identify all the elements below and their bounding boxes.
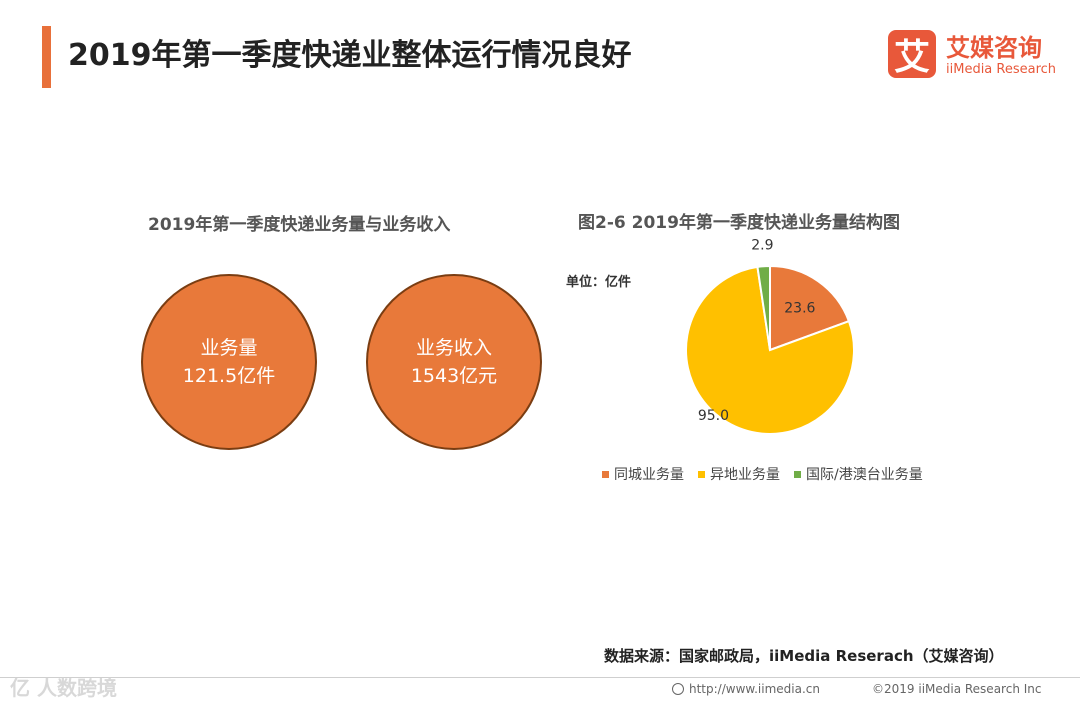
footer-url[interactable]: http://www.iimedia.cn [672, 682, 820, 696]
legend-swatch-local [602, 470, 609, 478]
footer-copyright: ©2019 iiMedia Research Inc [872, 682, 1042, 696]
pie-unit-label: 单位：亿件 [566, 275, 632, 290]
business-volume-label: 业务量 [200, 337, 258, 359]
business-revenue-label: 业务收入 [415, 337, 492, 359]
watermark: 亿 人数跨境 [10, 676, 117, 700]
business-volume-value: 121.5亿件 [182, 365, 276, 387]
legend-item-international: 国际/港澳台业务量 [794, 464, 923, 484]
legend-swatch-intercity [698, 470, 705, 478]
logo-english-name: iiMedia Research [946, 62, 1057, 77]
pie-label-local: 23.6 [784, 300, 815, 316]
legend-item-intercity: 异地业务量 [698, 464, 780, 484]
pie-slice-intercity [685, 265, 855, 435]
logo-chinese-name: 艾媒咨询 [946, 34, 1042, 62]
legend-label-international: 国际/港澳台业务量 [806, 467, 923, 483]
brand-logo: 艾 艾媒咨询 iiMedia Research [888, 30, 1068, 80]
footer-divider [0, 677, 1080, 678]
data-source: 数据来源：国家邮政局，iiMedia Reserach（艾媒咨询） [604, 647, 1004, 665]
pie-chart-title: 图2-6 2019年第一季度快递业务量结构图 [578, 213, 900, 233]
legend-label-local: 同城业务量 [614, 467, 684, 483]
title-accent-bar [42, 26, 51, 88]
legend-swatch-international [794, 470, 801, 478]
legend-label-intercity: 异地业务量 [710, 467, 780, 483]
business-revenue-value: 1543亿元 [410, 365, 498, 387]
pie-chart: 23.6 95.0 2.9 [685, 237, 855, 435]
footer-url-text[interactable]: http://www.iimedia.cn [689, 682, 820, 696]
pie-slice-international [756, 264, 771, 351]
pie-slice-local [769, 264, 851, 352]
business-volume-circle: 业务量 121.5亿件 [143, 276, 315, 448]
legend-item-local: 同城业务量 [602, 464, 684, 484]
pie-label-international: 2.9 [751, 237, 773, 253]
globe-icon [672, 683, 684, 695]
pie-legend: 同城业务量 异地业务量 国际/港澳台业务量 [602, 464, 923, 484]
page-title: 2019年第一季度快递业整体运行情况良好 [68, 38, 632, 73]
pie-label-intercity: 95.0 [698, 408, 729, 424]
business-revenue-circle: 业务收入 1543亿元 [368, 276, 540, 448]
logo-mark-icon: 艾 [888, 30, 936, 78]
left-chart-title: 2019年第一季度快递业务量与业务收入 [148, 215, 451, 235]
